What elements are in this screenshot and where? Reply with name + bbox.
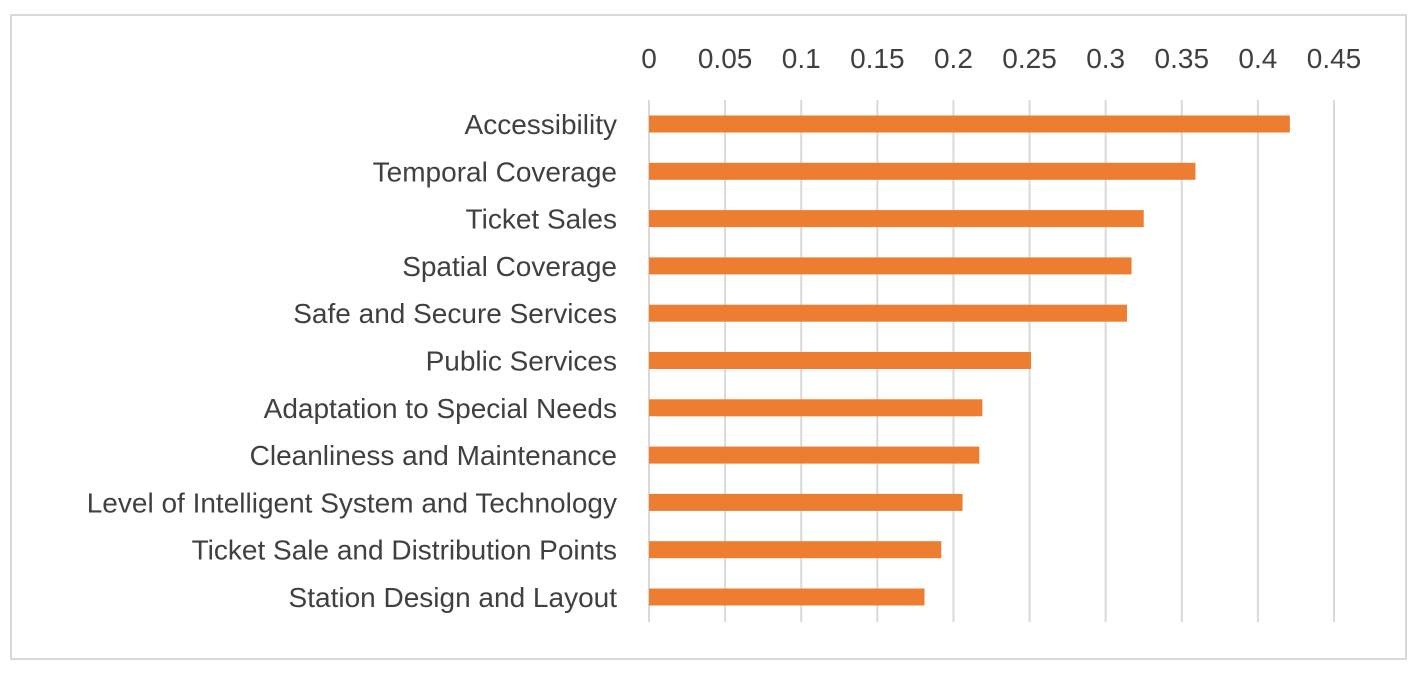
x-tick-label: 0.4	[1238, 43, 1277, 74]
bars	[649, 115, 1290, 606]
bar	[649, 588, 925, 606]
category-label: Public Services	[426, 346, 617, 377]
x-tick-label: 0.1	[782, 43, 821, 74]
x-tick-label: 0	[641, 43, 657, 74]
x-tick-label: 0.25	[1002, 43, 1057, 74]
x-tick-label: 0.05	[698, 43, 753, 74]
category-label: Level of Intelligent System and Technolo…	[87, 487, 617, 518]
category-label: Ticket Sales	[466, 204, 617, 235]
x-axis-ticks: 0 0.05 0.1 0.15 0.2 0.25 0.3 0.35 0.4 0.45	[641, 43, 1361, 74]
category-label: Temporal Coverage	[373, 156, 617, 187]
bar	[649, 493, 963, 511]
x-tick-label: 0.2	[934, 43, 973, 74]
bar	[649, 446, 980, 464]
bar	[649, 162, 1196, 180]
bar	[649, 399, 983, 417]
bar	[649, 541, 942, 559]
gridlines	[648, 100, 1335, 622]
bar	[649, 257, 1132, 275]
x-tick-label: 0.15	[850, 43, 905, 74]
category-label: Accessibility	[465, 109, 617, 140]
bar	[649, 210, 1144, 228]
category-label: Station Design and Layout	[289, 582, 618, 613]
x-tick-label: 0.45	[1307, 43, 1362, 74]
bar	[649, 115, 1290, 133]
x-tick-label: 0.3	[1086, 43, 1125, 74]
category-label: Spatial Coverage	[402, 251, 617, 282]
category-label: Ticket Sale and Distribution Points	[192, 535, 617, 566]
bar	[649, 352, 1032, 369]
x-tick-label: 0.35	[1155, 43, 1210, 74]
category-labels: Accessibility Temporal Coverage Ticket Sal…	[87, 109, 617, 613]
category-label: Cleanliness and Maintenance	[250, 440, 617, 471]
bar	[649, 304, 1127, 322]
category-label: Safe and Secure Services	[293, 298, 617, 329]
category-label: Adaptation to Special Needs	[264, 393, 617, 424]
